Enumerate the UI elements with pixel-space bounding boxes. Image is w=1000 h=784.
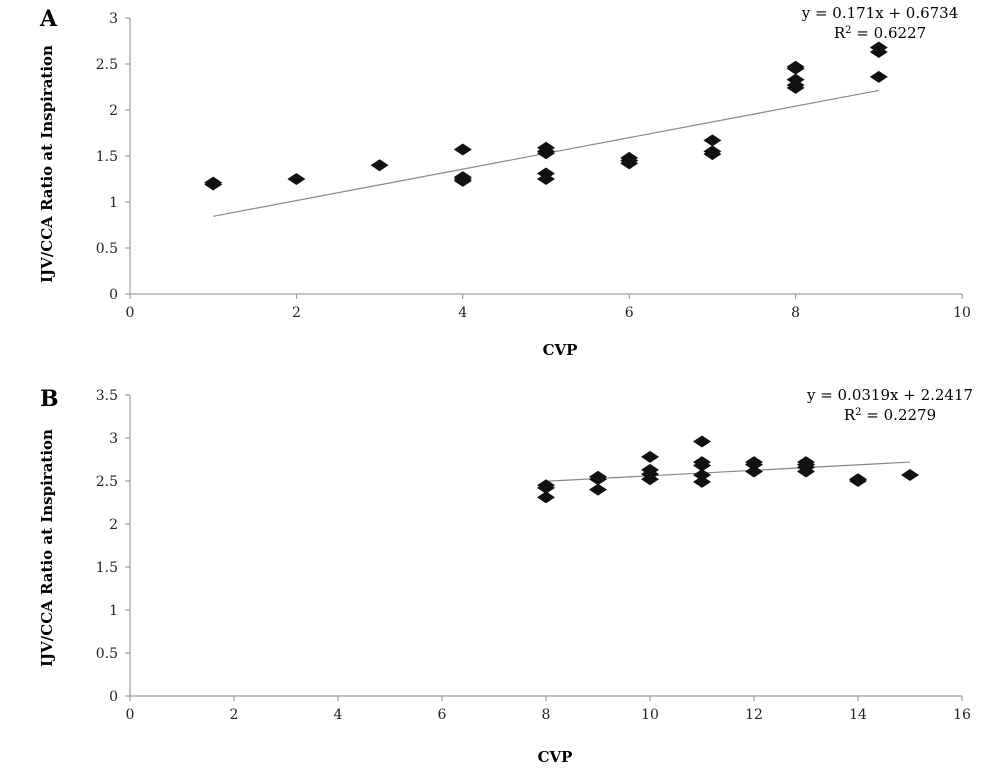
panel-a-data-point: [370, 159, 389, 172]
panel-b-x-axis-title: CVP: [538, 748, 573, 766]
panel-b-data-point: [797, 465, 815, 478]
panel-a-data-point: [620, 157, 639, 170]
panel-a-y-tick-label: 1.5: [96, 149, 118, 165]
panel-b-data-point: [537, 491, 555, 504]
panel-b-y-tick-label: 3.5: [96, 388, 118, 404]
panel-b-data-point: [693, 459, 711, 472]
panel-b-x-ticks: 0 2 4 6 8 10 12 14 16: [126, 696, 971, 723]
panel-b-y-ticks: 0 0.5 1 1.5 2 2.5 3 3.5: [96, 388, 130, 705]
panel-b-r-squared: R2 = 0.2279: [844, 406, 936, 424]
panel-a-x-tick-label: 6: [625, 305, 634, 321]
panel-b-y-tick-label: 2: [109, 517, 118, 533]
panel-b-data-point: [693, 435, 711, 448]
panel-a-data-point: [204, 176, 223, 189]
panel-b-x-tick-label: 8: [542, 707, 551, 723]
panel-a-x-tick-label: 8: [791, 305, 800, 321]
panel-a-y-tick-label: 2.5: [96, 57, 118, 73]
panel-a-data-point: [453, 174, 472, 187]
panel-b-data-point: [901, 468, 919, 481]
panel-b-y-tick-label: 0.5: [96, 646, 118, 662]
panel-b-data-point: [849, 475, 867, 487]
panel-a-x-tick-label: 0: [126, 305, 135, 321]
panel-a-data-point: [537, 147, 555, 160]
panel-a-label: A: [39, 6, 58, 32]
panel-a-y-tick-label: 2: [109, 103, 118, 119]
panel-a-data-point: [869, 70, 888, 83]
panel-a-data-point: [453, 143, 472, 156]
panel-b-chart: B 0 0.5 1 1.5 2 2.5 3 3.5 0 2 4 6 8 10 12 14 16 y = 0.0…: [38, 386, 973, 766]
panel-a-y-tick-label: 1: [109, 195, 118, 211]
panel-a-data-point: [537, 173, 555, 185]
panel-b-x-tick-label: 0: [126, 707, 135, 723]
panel-b-data-point: [693, 468, 711, 481]
panel-b-data-point: [537, 481, 555, 494]
panel-a-chart: A 0 0.5 1 1.5 2 2.5 3 0 2 4 6 8 10 y = 0.171x + 0.6…: [38, 4, 971, 359]
panel-b-y-tick-label: 0: [109, 689, 118, 705]
panel-b-data-point: [693, 475, 711, 488]
panel-b-trendline: [545, 461, 911, 482]
panel-b-points: [537, 435, 919, 504]
panel-a-x-tick-label: 4: [458, 305, 467, 321]
panel-a-y-ticks: 0 0.5 1 1.5 2 2.5 3: [96, 11, 130, 303]
panel-a-data-point: [703, 134, 722, 147]
panel-a-data-point: [786, 62, 805, 75]
panel-b-data-point: [589, 473, 607, 486]
panel-b-y-tick-label: 3: [109, 431, 118, 447]
panel-b-data-point: [745, 458, 763, 471]
panel-b-x-tick-label: 2: [230, 707, 239, 723]
panel-b-equation: y = 0.0319x + 2.2417: [806, 386, 973, 404]
panel-b-x-tick-label: 12: [745, 707, 763, 723]
panel-a-x-tick-label: 2: [292, 305, 301, 321]
panel-b-data-point: [641, 450, 659, 463]
panel-b-x-tick-label: 10: [641, 707, 659, 723]
panel-a-y-tick-label: 0: [109, 287, 118, 303]
panel-a-x-ticks: 0 2 4 6 8 10: [126, 294, 971, 321]
panel-a-data-point: [786, 81, 805, 94]
panel-b-x-tick-label: 14: [849, 707, 867, 723]
panel-b-data-point: [589, 483, 607, 496]
panel-a-equation: y = 0.171x + 0.6734: [801, 4, 959, 22]
panel-b-y-axis-title: IJV/CCA Ratio at Inspiration: [38, 429, 56, 667]
panel-a-y-axis-title: IJV/CCA Ratio at Inspiration: [38, 45, 56, 283]
panel-b-y-tick-label: 2.5: [96, 474, 118, 490]
panel-a-y-tick-label: 3: [109, 11, 118, 27]
panel-b-label: B: [40, 386, 59, 412]
panel-a-r-squared: R2 = 0.6227: [834, 24, 926, 42]
panel-a-x-tick-label: 10: [953, 305, 971, 321]
panel-a-y-tick-label: 0.5: [96, 241, 118, 257]
panel-a-points: [204, 41, 888, 191]
panel-b-x-tick-label: 4: [334, 707, 343, 723]
panel-a-data-point: [869, 46, 888, 59]
panel-a-data-point: [703, 148, 722, 161]
panel-b-data-point: [641, 473, 659, 486]
panel-a-data-point: [287, 173, 306, 185]
panel-b-y-tick-label: 1: [109, 603, 118, 619]
panel-b-data-point: [745, 465, 763, 478]
panel-b-y-tick-label: 1.5: [96, 560, 118, 576]
panel-a-x-axis-title: CVP: [543, 341, 578, 359]
panel-b-x-tick-label: 16: [953, 707, 971, 723]
panel-b-x-tick-label: 6: [438, 707, 447, 723]
